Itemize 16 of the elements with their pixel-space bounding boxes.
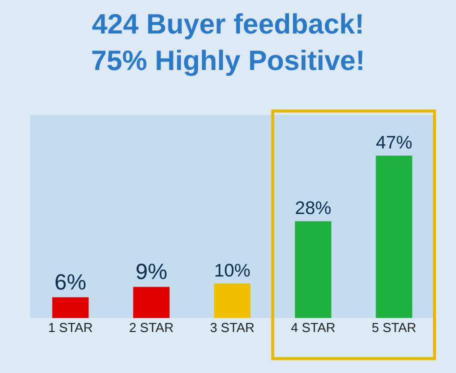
data-label: 9% — [135, 258, 168, 284]
bar — [133, 286, 170, 318]
bar — [376, 156, 412, 318]
data-label: 10% — [214, 260, 250, 280]
chart-title: 424 Buyer feedback! 75% Highly Positive! — [91, 8, 365, 76]
x-tick-label: 1 STAR — [48, 320, 93, 335]
x-tick-label: 5 STAR — [372, 320, 416, 335]
data-label: 28% — [294, 198, 332, 218]
x-tick-label: 2 STAR — [129, 320, 174, 335]
x-tick-label: 3 STAR — [210, 320, 255, 335]
x-tick-label: 4 STAR — [290, 320, 336, 335]
bar — [294, 221, 332, 318]
data-label: 47% — [376, 132, 412, 152]
bar — [52, 297, 89, 318]
bar — [214, 283, 250, 318]
data-label: 6% — [54, 269, 86, 294]
